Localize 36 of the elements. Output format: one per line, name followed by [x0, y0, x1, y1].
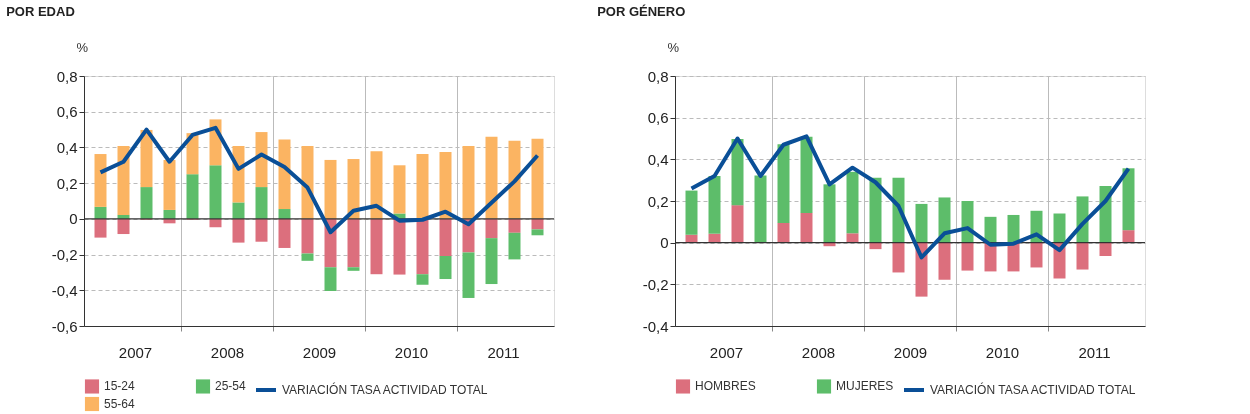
- y-tick-label: 0,6: [56, 103, 78, 121]
- legend-label: 15-24: [104, 379, 136, 394]
- y-axis-title: %: [667, 39, 680, 55]
- y-tick-label: 0,2: [56, 174, 78, 192]
- y-tick-label: 0,6: [647, 109, 669, 127]
- x-tick-label: 2011: [1078, 343, 1111, 361]
- y-tick-label: 0,8: [647, 67, 669, 85]
- chart-title: POR EDAD: [6, 4, 75, 19]
- legend-label: VARIACIÓN TASA ACTIVIDAD TOTAL: [282, 382, 488, 397]
- x-tick-label: 2008: [801, 343, 836, 361]
- x-tick-label: 2010: [985, 343, 1020, 361]
- legend-label: MUJERES: [836, 379, 894, 394]
- y-tick-label: -0,4: [642, 317, 669, 335]
- y-tick-label: 0,4: [647, 150, 669, 168]
- y-tick-label: 0: [69, 210, 78, 228]
- y-tick-label: -0,6: [51, 317, 78, 335]
- x-tick-label: 2010: [394, 343, 429, 361]
- y-tick-label: -0,4: [51, 281, 78, 299]
- x-tick-label: 2007: [709, 343, 744, 361]
- x-tick-label: 2008: [210, 343, 245, 361]
- x-tick-label: 2009: [893, 343, 928, 361]
- y-tick-label: 0: [660, 234, 669, 252]
- y-tick-label: -0,2: [642, 275, 669, 293]
- y-tick-label: 0,8: [56, 67, 78, 85]
- legend-label: VARIACIÓN TASA ACTIVIDAD TOTAL: [930, 382, 1136, 397]
- x-tick-label: 2007: [118, 343, 153, 361]
- y-tick-label: 0,2: [647, 192, 669, 210]
- y-tick-label: 0,4: [56, 138, 78, 156]
- chart-title: POR GÉNERO: [597, 4, 686, 19]
- y-axis-title: %: [76, 39, 89, 55]
- x-tick-label: 2011: [487, 343, 520, 361]
- legend-label: 55-64: [104, 397, 136, 411]
- y-tick-label: -0,2: [51, 246, 78, 264]
- legend-label: 25-54: [215, 379, 247, 394]
- legend-label: HOMBRES: [695, 379, 756, 394]
- x-tick-label: 2009: [302, 343, 337, 361]
